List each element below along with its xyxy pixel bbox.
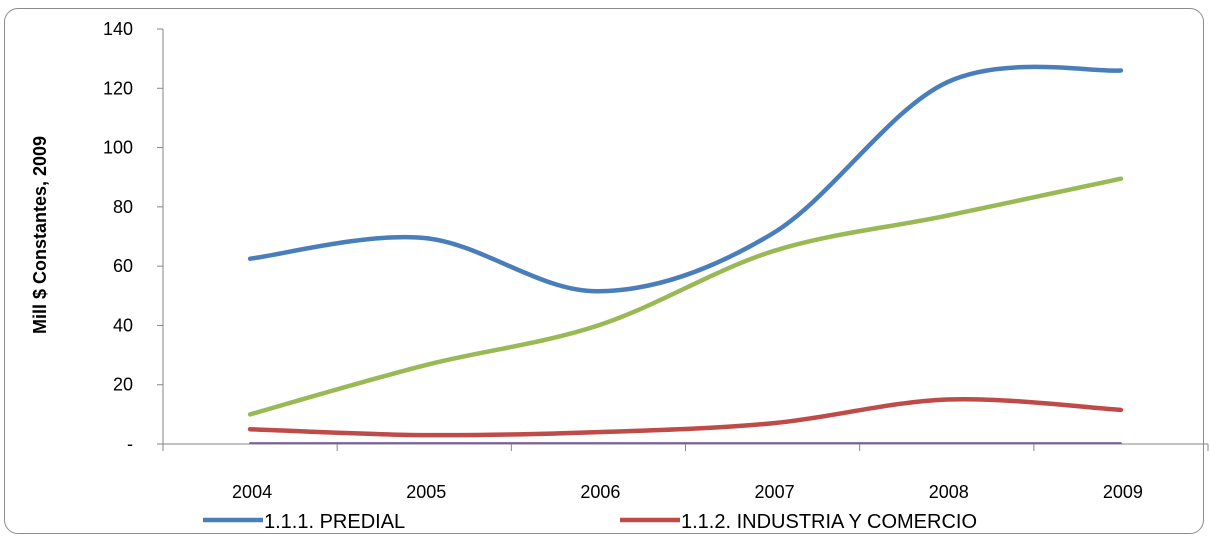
y-tick-label: 100: [103, 138, 133, 158]
x-tick-label: 2006: [580, 482, 620, 502]
y-tick-label: 140: [103, 19, 133, 39]
series-layer: [247, 64, 1124, 445]
chart-frame: [4, 8, 1204, 534]
x-tick-label: 2004: [232, 482, 272, 502]
y-tick-label: 60: [113, 256, 133, 276]
y-tick-label: 40: [113, 315, 133, 335]
legend: 1.1.1. PREDIAL 1.1.2. INDUSTRIA Y COMERCI…: [203, 511, 977, 533]
y-tick-label: 20: [113, 375, 133, 395]
y-tick-label: 120: [103, 78, 133, 98]
series-line-1: [247, 64, 1124, 294]
legend-label: 1.1.1. PREDIAL: [264, 511, 405, 533]
y-axis-label: Mill $ Constantes, 2009: [30, 136, 50, 334]
y-tick-label: 80: [113, 197, 133, 217]
x-tick-label: 2009: [1103, 482, 1143, 502]
x-tick-label: 2005: [406, 482, 446, 502]
x-tick-label: 2007: [755, 482, 795, 502]
y-tick-label: -: [127, 434, 133, 454]
series-line-2: [247, 396, 1124, 438]
legend-label: 1.1.2. INDUSTRIA Y COMERCIO: [681, 511, 977, 533]
x-tick-label: 2008: [929, 482, 969, 502]
series-line-3: [247, 176, 1124, 417]
